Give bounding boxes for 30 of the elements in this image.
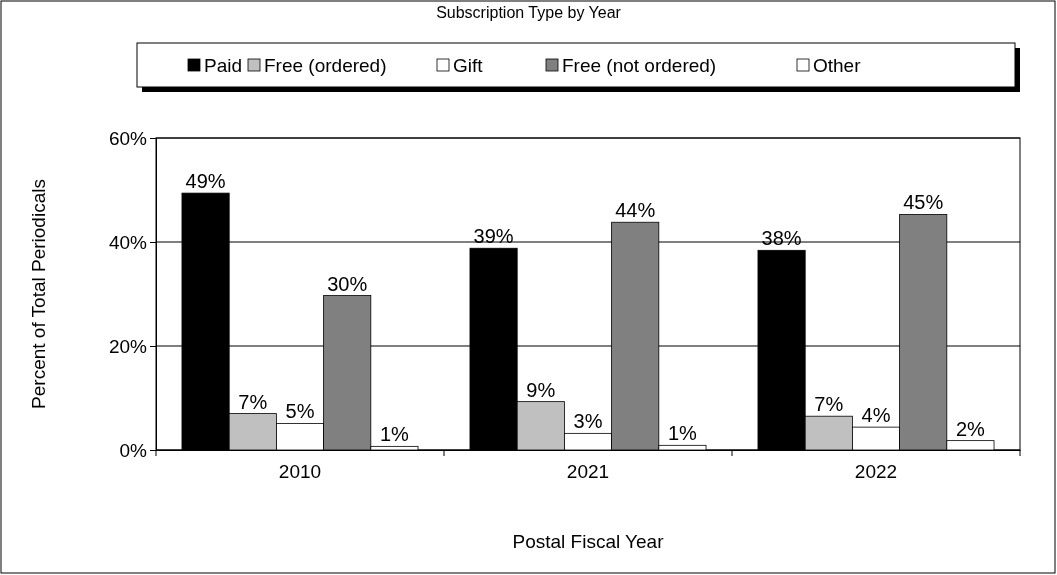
y-tick-label: 20% <box>108 335 148 357</box>
data-label: 7% <box>814 393 844 416</box>
data-label: 1% <box>379 423 410 446</box>
data-label: 2% <box>955 417 986 440</box>
data-label: 49% <box>185 170 226 193</box>
y-axis-title: Percent of Total Periodicals <box>28 179 49 409</box>
data-label: 4% <box>861 404 891 427</box>
legend-label: Free (not ordered) <box>562 55 717 76</box>
data-label: 39% <box>473 225 514 248</box>
data-label: 3% <box>573 410 603 433</box>
data-label: 1% <box>667 422 698 445</box>
x-tick-label: 2010 <box>278 460 322 482</box>
data-label: 9% <box>526 378 556 401</box>
y-tick-label: 60% <box>108 127 148 149</box>
legend-label: Free (ordered) <box>264 55 387 76</box>
legend-label: Paid <box>204 55 243 76</box>
x-tick-label: 2021 <box>566 460 610 482</box>
y-tick-label: 0% <box>119 439 148 461</box>
data-label: 38% <box>761 227 802 250</box>
y-tick-label: 40% <box>108 231 148 253</box>
legend-label: Gift <box>453 55 484 76</box>
data-label: 45% <box>903 191 944 214</box>
legend-label: Other <box>813 55 862 76</box>
data-label: 30% <box>327 272 368 295</box>
x-tick-label: 2022 <box>854 460 898 482</box>
data-label: 44% <box>615 199 656 222</box>
data-label: 5% <box>285 400 315 423</box>
data-label: 7% <box>238 390 268 413</box>
x-axis-title: Postal Fiscal Year <box>512 531 665 552</box>
chart-title: Subscription Type by Year <box>436 4 622 21</box>
